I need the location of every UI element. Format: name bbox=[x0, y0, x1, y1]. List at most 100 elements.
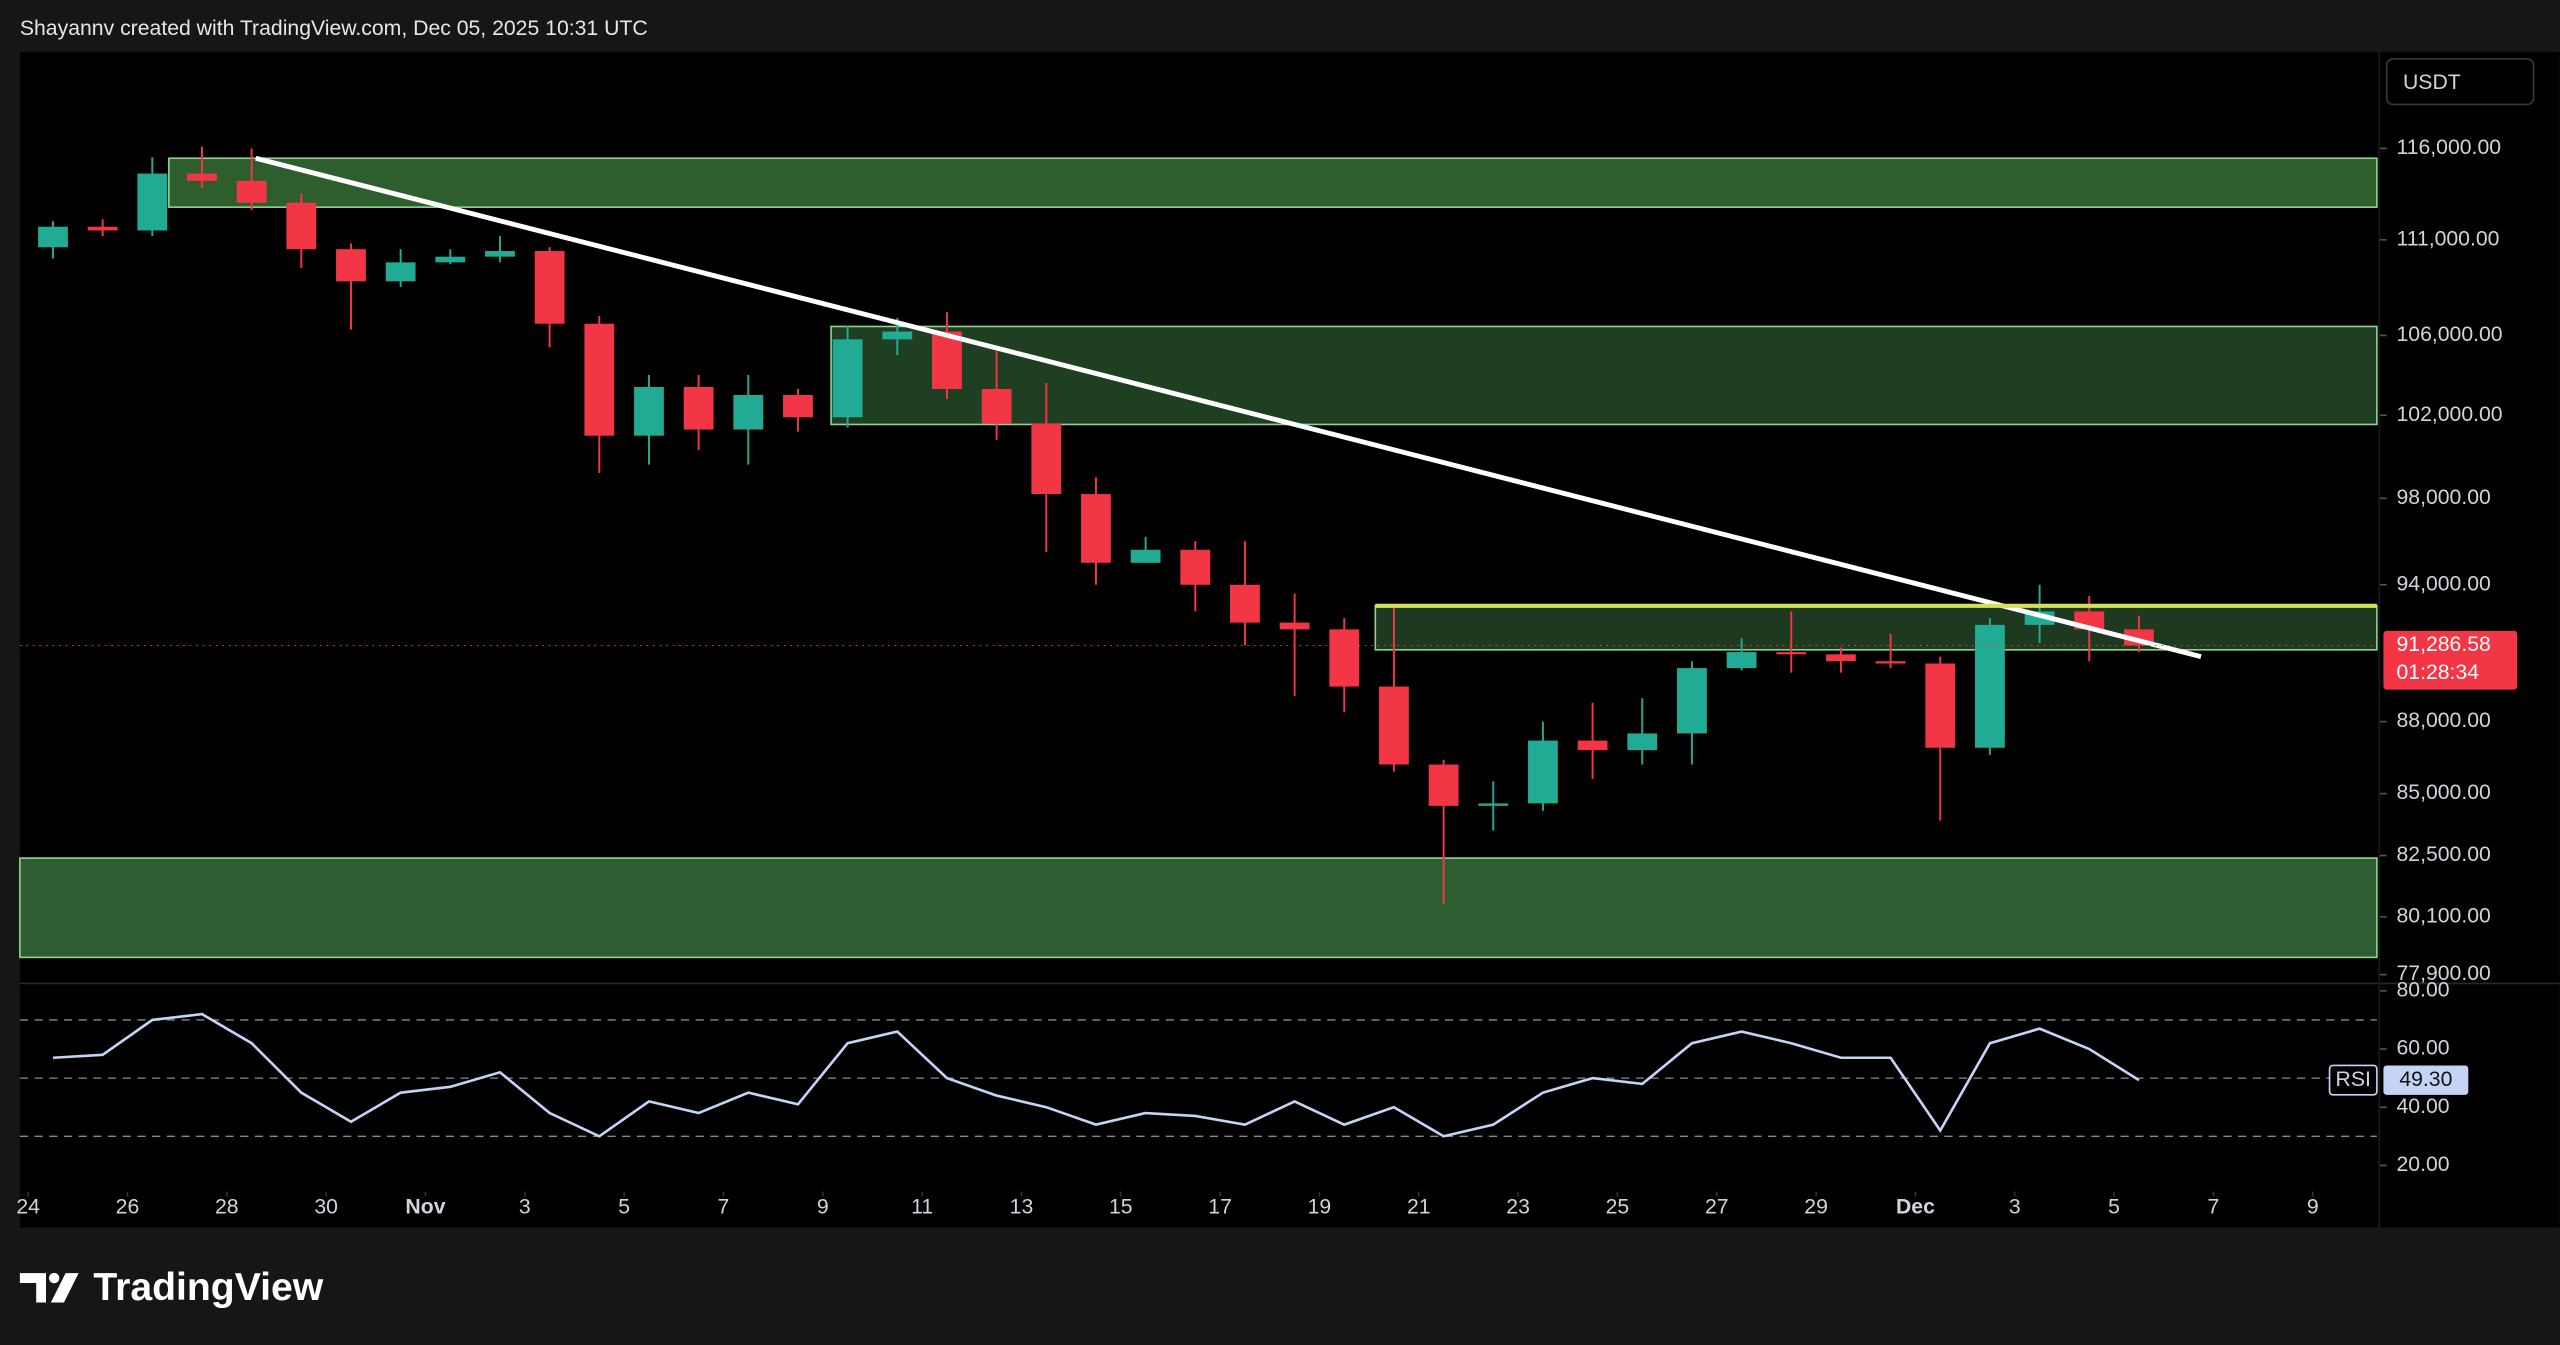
candle-body bbox=[634, 386, 664, 436]
candle-body bbox=[1577, 740, 1608, 751]
x-tick-label: 21 bbox=[1407, 1195, 1431, 1218]
candle-body bbox=[1379, 686, 1409, 765]
last-price-box bbox=[2383, 630, 2518, 690]
brand-name[interactable]: TradingView bbox=[93, 1266, 323, 1309]
x-tick-label: 17 bbox=[1208, 1195, 1232, 1218]
plot: 116,000.00 111,000.00 106,000.00 102,000.00… bbox=[16, 136, 2518, 1218]
candle-body bbox=[1925, 663, 1956, 748]
logo-slash bbox=[50, 1273, 79, 1303]
candle-body bbox=[733, 395, 764, 430]
trend-line bbox=[255, 155, 2202, 660]
y-tick-label: 85,000.00 bbox=[2396, 781, 2490, 804]
y-tick-label: 20.00 bbox=[2396, 1153, 2449, 1176]
candle-body bbox=[882, 331, 913, 340]
y-tick-label: 60.00 bbox=[2396, 1037, 2449, 1060]
candle-body bbox=[1031, 423, 1062, 495]
y-tick-label: 98,000.00 bbox=[2396, 486, 2490, 509]
rsi-line bbox=[52, 1012, 2140, 1138]
usdt-button[interactable]: USDT bbox=[2385, 57, 2535, 106]
candle-body bbox=[336, 249, 366, 282]
candle-body bbox=[1279, 622, 1310, 630]
candle-body bbox=[1627, 733, 1658, 751]
logo-mark bbox=[19, 1273, 46, 1303]
candle-body bbox=[1826, 654, 1856, 662]
x-tick-label: 7 bbox=[2208, 1195, 2220, 1218]
y-tick-label: 116,000.00 bbox=[2396, 136, 2501, 159]
x-tick-label: 23 bbox=[1506, 1195, 1530, 1218]
candle-body bbox=[38, 226, 68, 248]
candle-body bbox=[1081, 494, 1111, 563]
x-tick-label: 15 bbox=[1109, 1195, 1133, 1218]
candle-body bbox=[87, 226, 118, 231]
candle-body bbox=[1329, 629, 1360, 687]
candle-body bbox=[1677, 668, 1707, 734]
x-tick-label: 9 bbox=[817, 1195, 829, 1218]
candle-body bbox=[1130, 549, 1161, 563]
zone bbox=[1374, 605, 2378, 651]
zone bbox=[830, 325, 2378, 426]
logo-dot bbox=[48, 1272, 60, 1284]
value-label: 49.30 bbox=[2399, 1068, 2452, 1091]
candle-body bbox=[485, 251, 515, 257]
candle-body bbox=[783, 395, 813, 418]
y-tick-label: 102,000.00 bbox=[2396, 403, 2502, 426]
x-tick-label: 11 bbox=[911, 1195, 933, 1218]
y-tick-label: 111,000.00 bbox=[2396, 227, 2499, 250]
x-tick-label: 28 bbox=[215, 1195, 239, 1218]
candle-body bbox=[932, 331, 962, 389]
x-tick-label: 26 bbox=[116, 1195, 140, 1218]
x-tick-label: 3 bbox=[2009, 1195, 2021, 1218]
candle-body bbox=[435, 256, 466, 263]
candle-body bbox=[236, 180, 267, 203]
series-name: RSI bbox=[2336, 1068, 2371, 1091]
candle-body bbox=[1528, 740, 1558, 804]
value-tag-box bbox=[2383, 1065, 2469, 1095]
x-tick-label: Dec bbox=[1896, 1195, 1935, 1218]
x-tick-label: 7 bbox=[718, 1195, 730, 1218]
x-tick-label: 27 bbox=[1705, 1195, 1729, 1218]
header-text: Shayannv created with TradingView.com, D… bbox=[20, 17, 648, 40]
candle-body bbox=[1975, 624, 2005, 748]
x-tick-label: 25 bbox=[1606, 1195, 1630, 1218]
y-tick-label: 80.00 bbox=[2396, 978, 2449, 1001]
candle-body bbox=[1726, 652, 1757, 669]
x-tick-label: 24 bbox=[16, 1195, 40, 1218]
x-tick-label: 3 bbox=[519, 1195, 531, 1218]
x-tick-label: 29 bbox=[1804, 1195, 1828, 1218]
candle-body bbox=[534, 251, 565, 324]
currency-label[interactable]: USDT bbox=[2403, 71, 2461, 94]
zone bbox=[19, 857, 2378, 959]
x-tick-label: 19 bbox=[1308, 1195, 1332, 1218]
countdown: 01:28:34 bbox=[2396, 661, 2479, 684]
last-price-label: 91,286.58 bbox=[2396, 633, 2490, 656]
y-tick-label: 80,100.00 bbox=[2396, 904, 2490, 927]
x-tick-label: 13 bbox=[1010, 1195, 1034, 1218]
candle-body bbox=[1180, 549, 1211, 585]
candle-body bbox=[385, 262, 416, 282]
candle-body bbox=[1875, 661, 1906, 664]
series-tag-box bbox=[2328, 1064, 2378, 1096]
candle-body bbox=[1230, 584, 1260, 623]
y-tick-label: 106,000.00 bbox=[2396, 323, 2502, 346]
candle-body bbox=[832, 339, 863, 418]
candle-body bbox=[187, 173, 217, 181]
x-tick-label: Nov bbox=[405, 1195, 445, 1218]
candle-body bbox=[683, 386, 714, 430]
zone bbox=[168, 157, 2378, 208]
y-tick-label: 94,000.00 bbox=[2396, 572, 2490, 595]
x-tick-label: 5 bbox=[2108, 1195, 2120, 1218]
x-tick-label: 9 bbox=[2307, 1195, 2319, 1218]
y-tick-label: 82,500.00 bbox=[2396, 843, 2490, 866]
currency-box[interactable] bbox=[2385, 57, 2535, 106]
candle-body bbox=[1478, 803, 1509, 806]
candle-body bbox=[286, 202, 317, 250]
candle-body bbox=[981, 388, 1012, 424]
brand-logo[interactable]: TradingView bbox=[19, 1266, 324, 1309]
candle-body bbox=[1776, 652, 1807, 655]
candle-body bbox=[1428, 764, 1459, 806]
candle-body bbox=[584, 323, 615, 436]
x-tick-label: 5 bbox=[618, 1195, 630, 1218]
x-tick-label: 30 bbox=[314, 1195, 338, 1218]
y-tick-label: 77,900.00 bbox=[2396, 962, 2490, 985]
